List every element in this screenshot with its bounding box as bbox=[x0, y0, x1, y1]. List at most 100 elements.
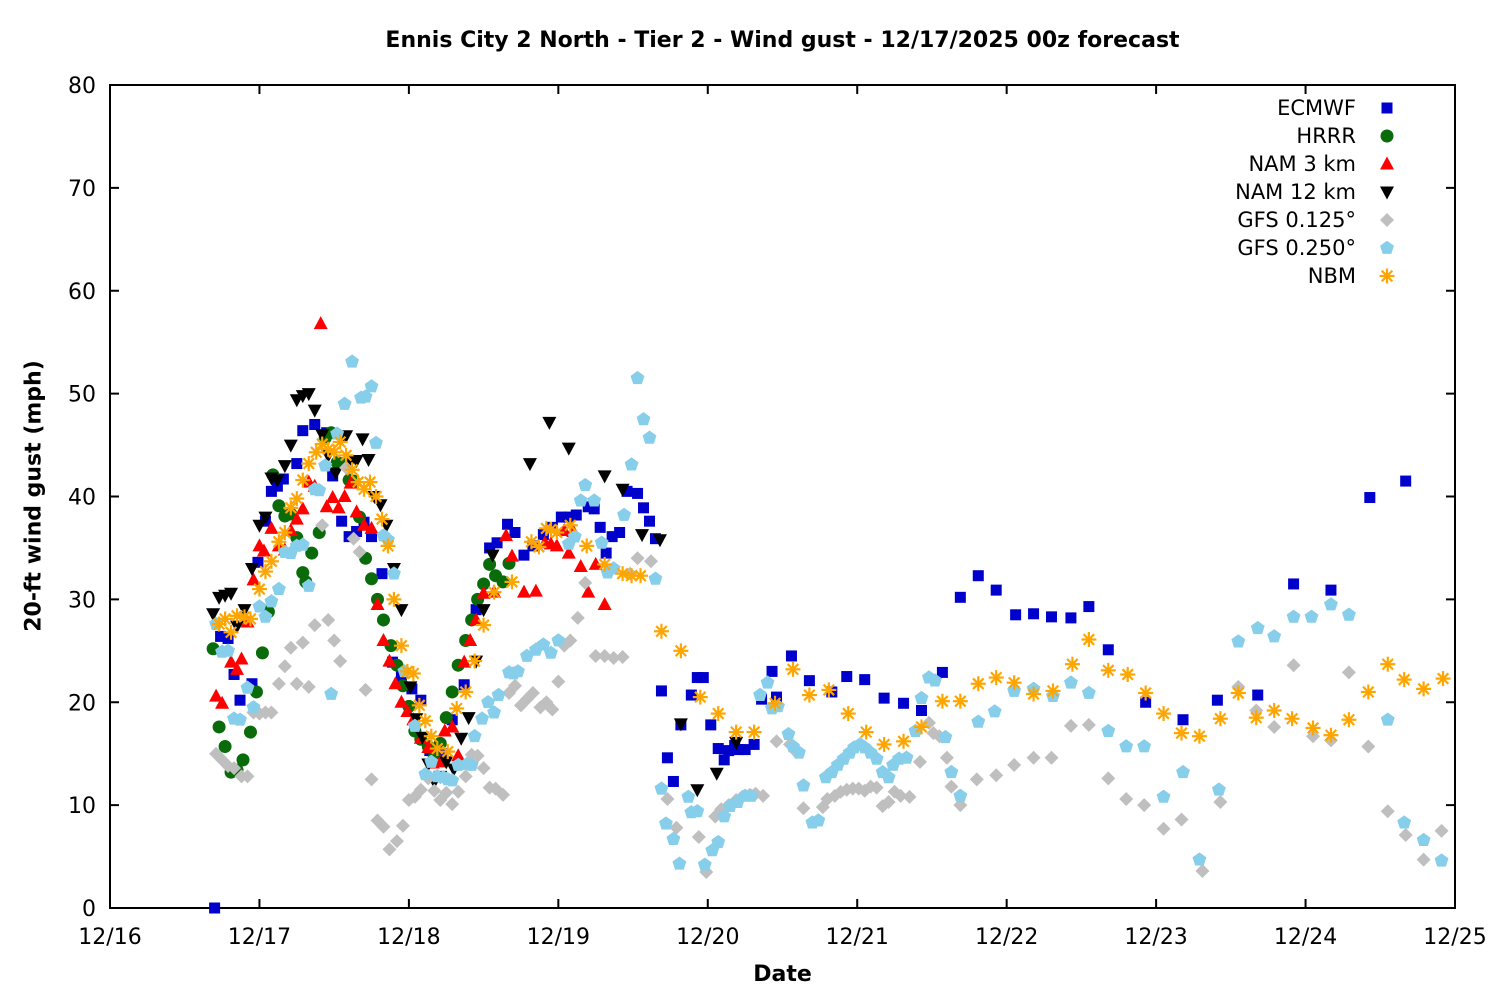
legend-label-nbm: NBM bbox=[1307, 264, 1356, 288]
data-point bbox=[502, 518, 514, 530]
data-point bbox=[243, 725, 257, 739]
data-point bbox=[1248, 710, 1264, 726]
data-point bbox=[555, 511, 567, 523]
data-point bbox=[1101, 771, 1116, 786]
data-point bbox=[439, 711, 453, 725]
data-point bbox=[424, 754, 439, 768]
y-tick-label: 0 bbox=[82, 897, 96, 922]
data-point bbox=[669, 820, 684, 835]
data-point bbox=[717, 809, 732, 823]
data-point bbox=[370, 597, 385, 611]
data-point bbox=[272, 499, 286, 513]
data-point bbox=[561, 442, 576, 456]
data-point bbox=[246, 678, 258, 690]
data-point bbox=[578, 477, 593, 492]
data-point bbox=[1397, 815, 1412, 829]
data-point bbox=[439, 785, 454, 800]
data-point bbox=[407, 718, 422, 732]
data-point bbox=[417, 713, 433, 729]
data-point bbox=[1380, 712, 1395, 726]
data-point bbox=[427, 783, 442, 798]
data-point bbox=[1267, 629, 1282, 643]
data-point bbox=[1083, 601, 1095, 613]
data-point bbox=[579, 538, 595, 554]
data-point bbox=[477, 577, 491, 591]
data-point bbox=[1305, 720, 1321, 736]
data-point bbox=[936, 666, 948, 678]
data-point bbox=[382, 842, 397, 857]
legend: ECMWF HRRR NAM 3 km NAM 12 km GFS 0.125°… bbox=[1235, 94, 1402, 290]
data-point bbox=[1324, 597, 1338, 611]
data-point bbox=[1065, 612, 1077, 624]
data-point bbox=[944, 779, 959, 794]
data-point bbox=[672, 856, 687, 870]
legend-row-nbm: NBM bbox=[1235, 262, 1402, 290]
data-point bbox=[801, 687, 817, 703]
data-point bbox=[386, 591, 402, 607]
x-tick-label: 12/16 bbox=[78, 925, 141, 950]
data-point bbox=[1063, 718, 1078, 733]
data-point bbox=[415, 694, 427, 706]
data-point bbox=[206, 608, 221, 622]
data-point bbox=[380, 538, 396, 554]
data-point bbox=[324, 686, 339, 700]
data-point bbox=[723, 745, 735, 757]
series-GFS 0.250° bbox=[209, 354, 1449, 871]
data-point bbox=[803, 675, 815, 687]
data-point bbox=[376, 613, 390, 627]
data-point bbox=[1398, 827, 1413, 842]
pentagon-glyph bbox=[1380, 240, 1394, 254]
data-point bbox=[972, 570, 984, 582]
legend-row-nam12: NAM 12 km bbox=[1235, 178, 1402, 206]
data-point bbox=[326, 444, 342, 460]
data-point bbox=[252, 599, 267, 613]
data-point bbox=[542, 416, 557, 430]
x-tick-label: 12/17 bbox=[228, 925, 291, 950]
data-point bbox=[600, 547, 612, 559]
y-tick-label: 80 bbox=[68, 74, 96, 99]
data-point bbox=[364, 379, 379, 393]
data-point bbox=[215, 695, 230, 709]
data-point bbox=[277, 659, 292, 674]
data-point bbox=[536, 637, 551, 651]
x-tick-label: 12/25 bbox=[1423, 925, 1486, 950]
data-point bbox=[240, 680, 255, 694]
data-point bbox=[327, 633, 342, 648]
data-point bbox=[1284, 711, 1300, 727]
data-point bbox=[954, 591, 966, 603]
circle-glyph bbox=[1380, 129, 1394, 143]
data-point bbox=[319, 499, 334, 513]
legend-label-hrrr: HRRR bbox=[1296, 124, 1356, 148]
data-point bbox=[1250, 620, 1265, 635]
data-point bbox=[666, 831, 681, 845]
data-point bbox=[234, 694, 246, 706]
data-point bbox=[307, 404, 322, 418]
legend-label-ecmwf: ECMWF bbox=[1277, 96, 1356, 120]
data-point bbox=[927, 673, 942, 687]
data-point bbox=[445, 685, 459, 699]
data-point bbox=[470, 748, 485, 763]
data-point bbox=[796, 801, 811, 816]
data-point bbox=[1081, 685, 1096, 699]
data-point bbox=[361, 453, 376, 467]
x-tick-label: 12/22 bbox=[975, 925, 1038, 950]
data-point bbox=[439, 756, 454, 770]
data-point bbox=[295, 635, 310, 650]
data-point bbox=[561, 545, 576, 559]
data-point bbox=[366, 531, 378, 543]
data-point bbox=[690, 784, 705, 798]
series-NBM bbox=[211, 434, 1451, 760]
data-point bbox=[615, 483, 630, 497]
data-point bbox=[467, 728, 482, 743]
data-point bbox=[509, 527, 521, 539]
data-point bbox=[522, 458, 537, 472]
data-point bbox=[1191, 728, 1207, 744]
y-tick-label: 20 bbox=[68, 691, 96, 716]
data-point bbox=[691, 672, 703, 684]
data-point bbox=[1192, 852, 1207, 866]
data-point bbox=[729, 736, 744, 750]
data-point bbox=[289, 676, 304, 691]
x-tick-label: 12/18 bbox=[377, 925, 440, 950]
data-point bbox=[511, 664, 525, 678]
data-point bbox=[365, 572, 379, 586]
